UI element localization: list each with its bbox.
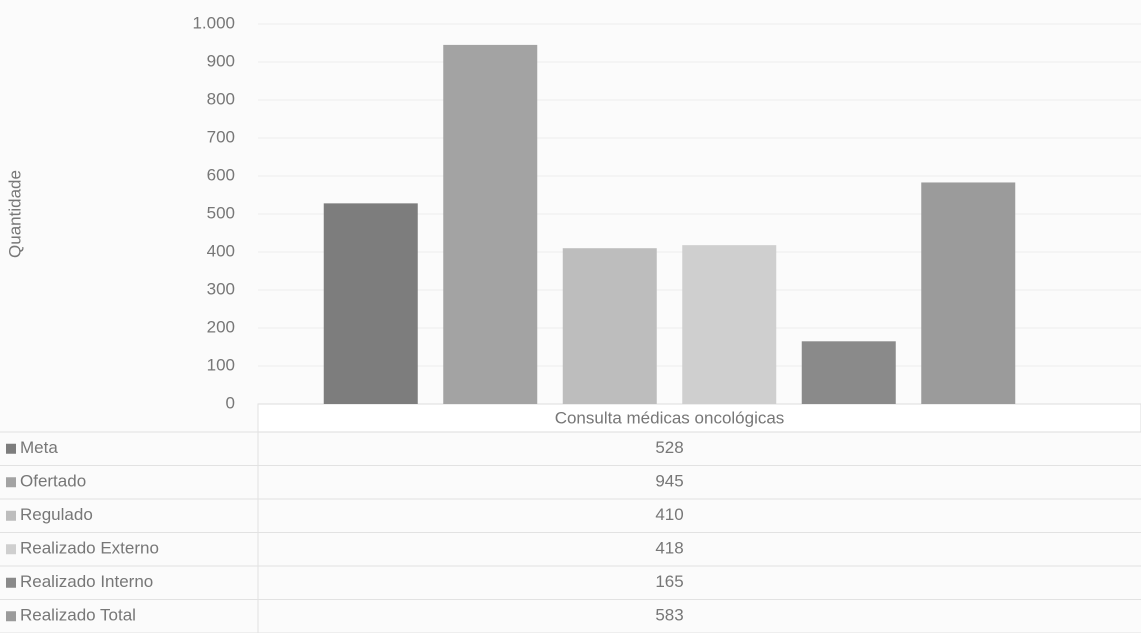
bar xyxy=(562,248,657,404)
legend-label: Meta xyxy=(20,438,58,457)
table-value: 528 xyxy=(655,438,683,457)
y-tick-label: 800 xyxy=(207,89,235,108)
legend-swatch xyxy=(6,544,16,555)
y-tick-label: 0 xyxy=(226,393,235,412)
y-tick-label: 300 xyxy=(207,279,235,298)
y-tick-label: 100 xyxy=(207,355,235,374)
legend-label: Realizado Externo xyxy=(20,539,159,558)
table-header-cell xyxy=(257,403,1141,433)
legend-swatch xyxy=(6,510,16,521)
bar xyxy=(443,44,538,405)
legend-swatch xyxy=(6,611,16,622)
bar xyxy=(921,182,1016,404)
legend-label: Regulado xyxy=(20,505,93,524)
y-axis-label: Quantidade xyxy=(5,170,24,258)
y-tick-label: 400 xyxy=(207,241,235,260)
bar xyxy=(801,341,896,404)
legend-swatch xyxy=(6,443,16,454)
table-value: 410 xyxy=(655,505,683,524)
legend-swatch xyxy=(6,477,16,488)
table-value: 165 xyxy=(655,572,683,591)
table-value: 418 xyxy=(655,539,683,558)
y-tick-label: 900 xyxy=(207,51,235,70)
legend-label: Realizado Interno xyxy=(20,572,153,591)
y-tick-label: 700 xyxy=(207,127,235,146)
legend-label: Realizado Total xyxy=(20,606,136,625)
table-value: 583 xyxy=(655,606,683,625)
legend-label: Ofertado xyxy=(20,472,86,491)
y-tick-label: 1.000 xyxy=(192,13,235,32)
bar xyxy=(323,203,418,404)
legend-swatch xyxy=(6,577,16,588)
table-value: 945 xyxy=(655,472,683,491)
y-tick-label: 600 xyxy=(207,165,235,184)
bar xyxy=(682,245,777,404)
y-tick-label: 500 xyxy=(207,203,235,222)
category-label: Consulta médicas oncológicas xyxy=(555,408,785,427)
y-tick-label: 200 xyxy=(207,317,235,336)
